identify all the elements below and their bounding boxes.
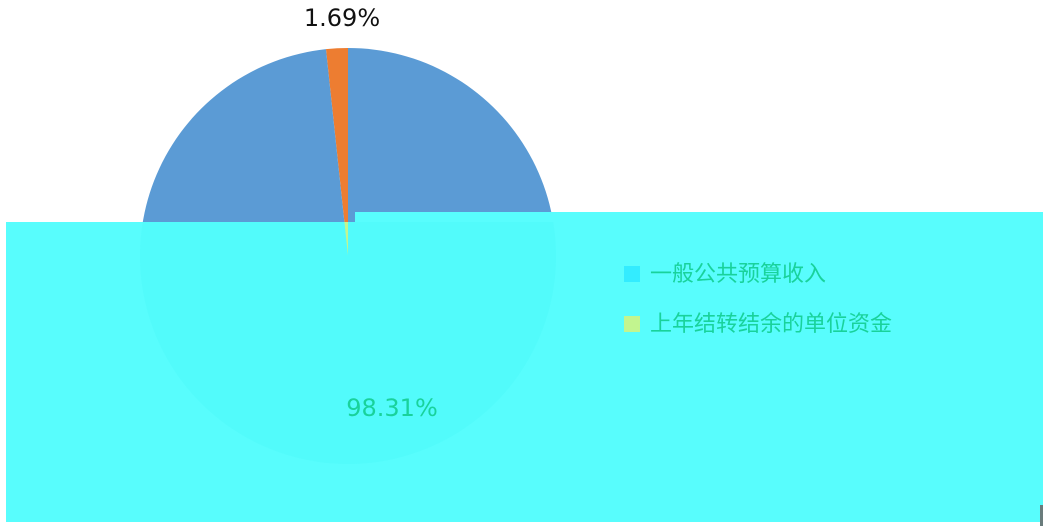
slice-general-budget xyxy=(142,48,554,222)
overlay-strip xyxy=(355,212,1043,224)
legend-swatch xyxy=(624,266,640,282)
legend-label: 上年结转结余的单位资金 xyxy=(650,312,892,337)
data-label-general-budget: 98.31% xyxy=(346,394,438,422)
legend-label: 一般公共预算收入 xyxy=(650,262,826,287)
legend-swatch xyxy=(624,316,640,332)
edge-mark xyxy=(1040,505,1043,526)
slice-general-budget-masked xyxy=(140,222,556,464)
slice-carryover-masked xyxy=(344,222,348,256)
data-label-carryover: 1.69% xyxy=(304,4,380,32)
slice-carryover xyxy=(325,48,348,222)
